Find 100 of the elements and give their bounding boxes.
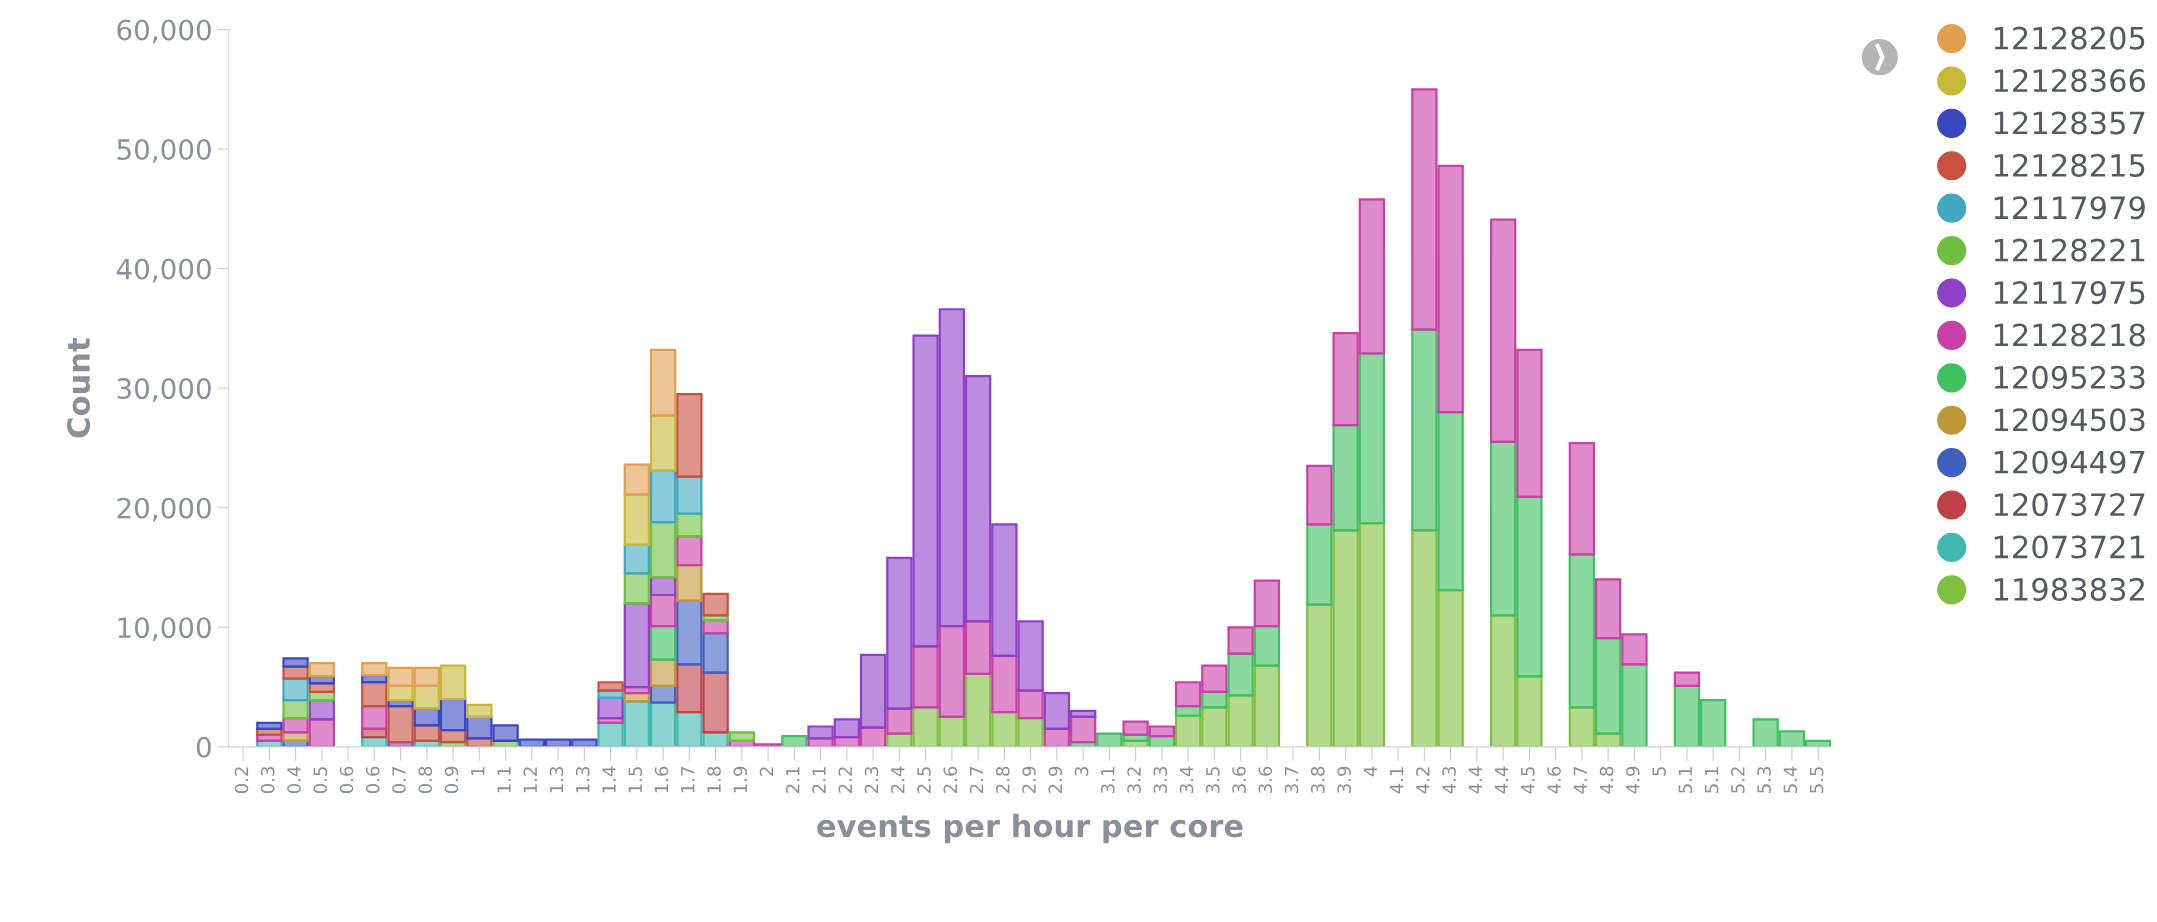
x-tick-label: 5.4 <box>1783 766 1798 793</box>
bar <box>938 715 966 747</box>
x-tick-label: 2.3 <box>864 767 879 793</box>
bar <box>1069 709 1097 719</box>
x-tick-label: 0.6 <box>339 766 354 794</box>
bar <box>1017 689 1044 720</box>
x-tick-label: 5 <box>1652 767 1666 776</box>
x-tick-label: 5.3 <box>1757 767 1771 793</box>
x-tick-label: 5.1 <box>1704 767 1719 793</box>
bar <box>361 705 388 730</box>
x-axis-title: events per hour per core <box>817 813 1243 844</box>
bar <box>387 705 414 744</box>
x-tick-label: 4.2 <box>1415 767 1430 794</box>
bar <box>649 348 677 417</box>
bar <box>1411 328 1438 532</box>
bar <box>1332 332 1359 427</box>
legend-label: 12117975 <box>1994 281 2145 305</box>
bar <box>886 556 913 710</box>
legend-label: 12128205 <box>1994 26 2145 50</box>
bar <box>1621 633 1648 666</box>
y-tick-label: 10,000 <box>118 617 211 642</box>
x-tick-label: 1.3 <box>575 767 590 793</box>
bar <box>1253 579 1281 628</box>
bar <box>964 620 992 675</box>
x-tick-label: 0.4 <box>287 766 301 794</box>
bar <box>1568 553 1596 709</box>
x-tick-label: 4.8 <box>1599 766 1614 794</box>
bar <box>649 414 677 472</box>
bar <box>1594 636 1622 735</box>
x-tick-label: 5.2 <box>1730 767 1745 793</box>
bar <box>938 308 966 628</box>
bar <box>886 707 913 735</box>
bar <box>256 721 283 730</box>
x-tick-label: 4.6 <box>1547 766 1561 794</box>
bar <box>361 681 388 708</box>
bar <box>676 475 703 515</box>
bar <box>1148 725 1176 738</box>
bar <box>1017 717 1044 747</box>
bar <box>1122 720 1149 736</box>
bar <box>1489 440 1517 617</box>
bar <box>387 666 414 687</box>
x-tick-label: 2.8 <box>995 766 1010 793</box>
bar <box>702 592 729 617</box>
bar <box>597 721 624 747</box>
x-tick-label: 2.5 <box>917 767 931 793</box>
y-tick-label: 0 <box>196 736 211 758</box>
bar <box>1516 675 1543 747</box>
x-tick-label: 4.4 <box>1468 766 1482 794</box>
bar <box>938 624 966 719</box>
bar <box>702 632 729 674</box>
x-tick-label: 1.4 <box>602 766 616 793</box>
x-tick-label: 1.2 <box>523 767 537 793</box>
bar <box>676 535 703 567</box>
bar <box>282 699 309 720</box>
x-tick-label: 2.7 <box>969 767 984 793</box>
bar <box>413 666 441 687</box>
y-tick-label: 40,000 <box>116 258 211 283</box>
bar <box>676 512 703 538</box>
bar <box>649 593 677 628</box>
bar <box>413 724 441 742</box>
legend-label: 12128357 <box>1994 111 2145 135</box>
bar <box>466 715 493 740</box>
bar <box>623 543 651 575</box>
x-tick-label: 3.3 <box>1153 767 1168 793</box>
legend-label: 12073727 <box>1994 493 2145 517</box>
bar <box>1201 706 1228 747</box>
x-tick-label: 1.5 <box>628 767 643 793</box>
bar <box>1437 589 1464 747</box>
bar <box>308 718 336 747</box>
x-tick-label: 4 <box>1363 766 1377 777</box>
bar <box>1227 694 1254 747</box>
x-tick-label: 3.4 <box>1179 766 1194 793</box>
x-tick-label: 1 <box>471 767 485 776</box>
x-tick-label: 2.9 <box>1022 766 1036 793</box>
x-tick-label: 0.2 <box>234 767 249 794</box>
bar <box>676 663 703 714</box>
bar <box>1017 620 1044 692</box>
x-tick-label: 3.1 <box>1100 767 1115 793</box>
bar <box>649 469 677 524</box>
bar <box>623 602 651 689</box>
legend-label: 12128221 <box>1994 238 2145 262</box>
bar <box>1253 664 1281 747</box>
bar <box>649 658 677 687</box>
bar <box>1411 529 1438 747</box>
x-tick-label: 3.6 <box>1258 766 1273 793</box>
bar <box>413 684 441 710</box>
bar <box>1437 410 1464 592</box>
bar <box>282 677 309 702</box>
legend-label: 12117979 <box>1994 196 2145 220</box>
legend-label: 12095233 <box>1994 365 2145 389</box>
bar <box>282 717 309 734</box>
bar <box>1516 348 1543 499</box>
bar <box>676 563 703 603</box>
bar <box>1253 624 1281 667</box>
bar <box>282 657 309 668</box>
legend-label: 12073721 <box>1994 535 2145 559</box>
bar <box>1174 681 1202 708</box>
x-tick-label: 4.7 <box>1573 767 1587 794</box>
bar <box>912 706 939 747</box>
bar <box>1673 671 1701 687</box>
